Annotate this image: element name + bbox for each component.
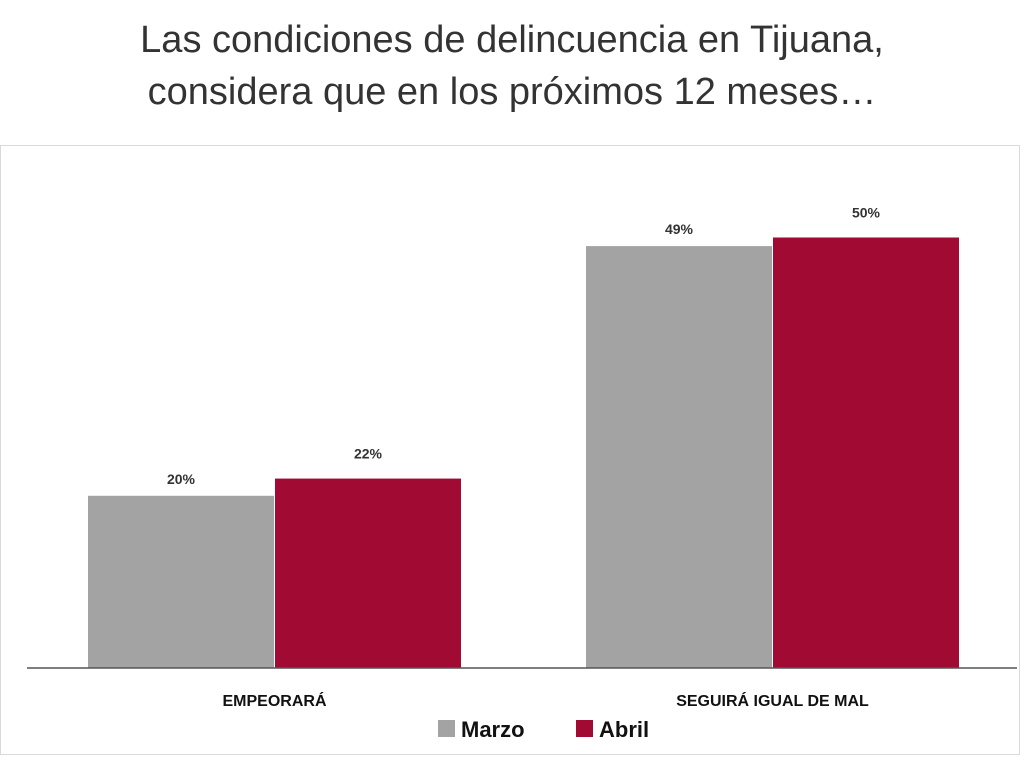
data-label-marzo-1: 49% xyxy=(665,221,694,237)
legend-swatch-abril xyxy=(576,720,593,737)
data-label-abril-1: 50% xyxy=(852,204,881,220)
legend-label-marzo[interactable]: Marzo xyxy=(461,717,525,742)
category-label-0: EMPEORARÁ xyxy=(222,691,326,710)
category-label-1: SEGUIRÁ IGUAL DE MAL xyxy=(676,691,869,710)
data-label-marzo-0: 20% xyxy=(167,471,196,487)
chart-title-line-1: Las condiciones de delincuencia en Tijua… xyxy=(140,19,884,61)
chart-frame xyxy=(0,145,1020,755)
legend[interactable]: Marzo Abril xyxy=(438,717,649,742)
bars-layer xyxy=(88,237,959,669)
bar-marzo-1 xyxy=(586,246,772,669)
chart-title-line-2: considera que en los próximos 12 meses… xyxy=(147,71,877,113)
labels-layer: 20% 22% 49% 50% xyxy=(167,204,881,486)
categories-layer: EMPEORARÁ SEGUIRÁ IGUAL DE MAL xyxy=(222,691,869,710)
data-label-abril-0: 22% xyxy=(354,446,383,462)
chart-title: Las condiciones de delincuencia en Tijua… xyxy=(0,14,1024,118)
bar-abril-0 xyxy=(275,478,461,668)
legend-swatch-marzo xyxy=(438,720,455,737)
bar-marzo-0 xyxy=(88,495,274,668)
legend-label-abril[interactable]: Abril xyxy=(599,717,649,742)
bar-abril-1 xyxy=(773,237,959,669)
